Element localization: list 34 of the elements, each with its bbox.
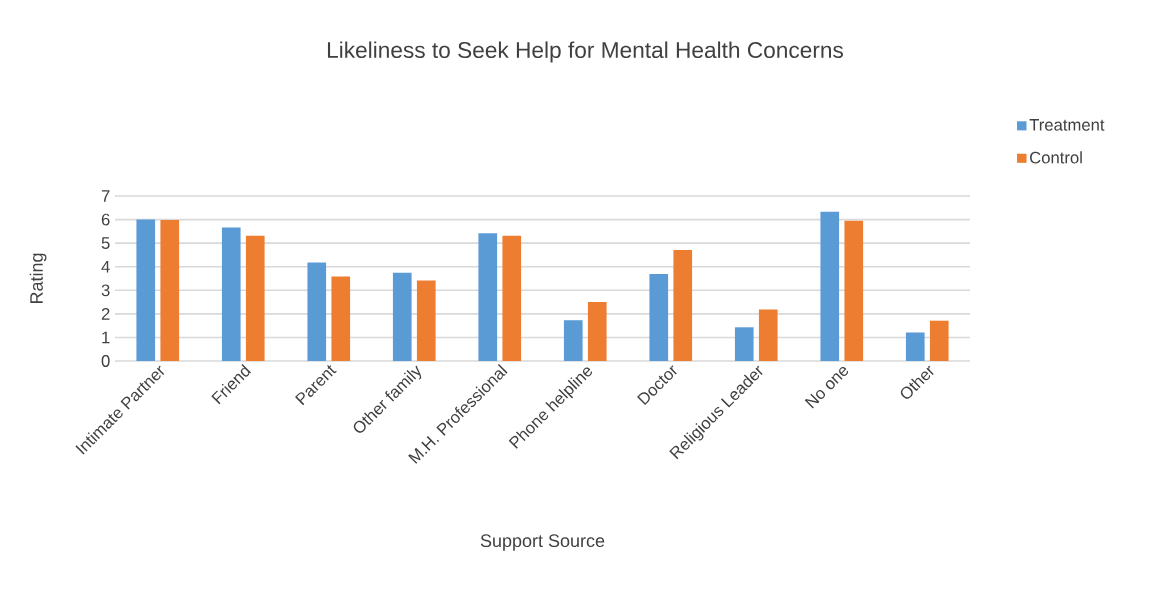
bar: [221, 227, 241, 361]
y-tick-label: 1: [102, 331, 110, 344]
bar: [392, 272, 412, 361]
bar: [734, 327, 754, 361]
bar: [563, 320, 583, 361]
bar: [758, 309, 778, 361]
legend-label: Treatment: [1029, 119, 1105, 131]
y-tick-label: 6: [101, 213, 110, 226]
y-tick-label: 3: [101, 284, 110, 297]
bar: [587, 302, 607, 361]
y-tick-label: 5: [101, 237, 110, 249]
bar: [649, 274, 669, 361]
y-tick-label: 7: [101, 190, 110, 202]
bar: [844, 220, 864, 361]
x-axis-title: Support Source: [480, 534, 605, 551]
bar: [307, 262, 327, 361]
y-axis-title: Rating: [29, 253, 47, 304]
bar: [416, 280, 436, 361]
y-tick-label: 4: [101, 260, 110, 273]
bar: [331, 276, 351, 361]
bar: [136, 219, 156, 361]
bar: [673, 249, 693, 361]
chart-title: Likeliness to Seek Help for Mental Health Concerns: [327, 41, 843, 63]
y-tick-label: 2: [101, 308, 110, 320]
bar: [478, 233, 498, 361]
bar: [929, 320, 949, 361]
bar: [160, 220, 180, 361]
bar: [502, 235, 522, 361]
bar: [245, 235, 265, 361]
bar: [820, 211, 840, 361]
bar: [905, 332, 925, 361]
x-tick-label: No one: [804, 367, 849, 409]
y-tick-label: 0: [101, 355, 110, 367]
legend-label: Control: [1030, 151, 1082, 164]
